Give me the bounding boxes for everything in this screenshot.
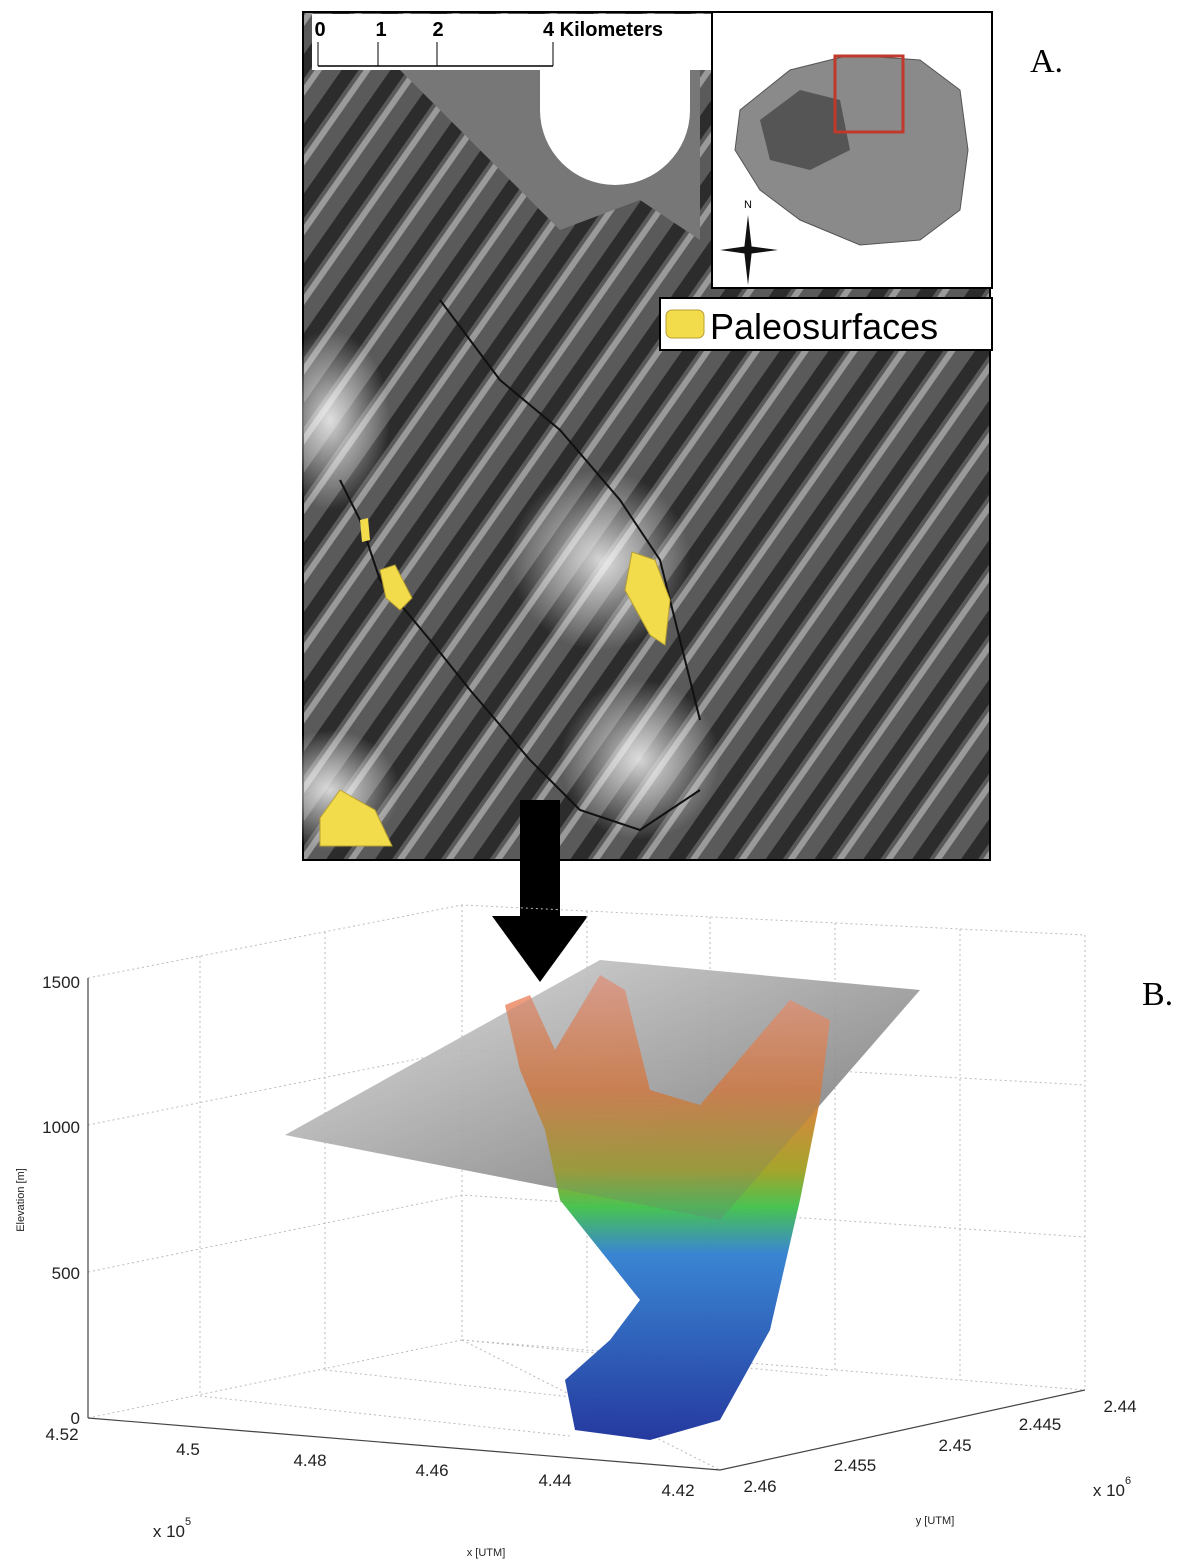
inset-map: N [712,12,992,288]
x-tick-label: 4.44 [538,1471,571,1490]
scale-bar: 0 1 2 4 Kilometers [312,14,712,70]
x-tick-label: 4.48 [293,1451,326,1470]
x-multiplier-exponent: 5 [185,1516,191,1528]
z-axis-title: Elevation [m] [15,1168,27,1232]
x-axis-title: x [UTM] [467,1547,506,1559]
y-axis: 2.46 2.455 2.45 2.445 2.44 x 106 y [UTM] [743,1397,1136,1527]
arrow-head [492,916,588,982]
scale-label: 1 [375,19,386,41]
x-multiplier: x 105 [153,1516,191,1541]
scale-label: 4 Kilometers [543,19,663,41]
y-tick-label: 2.45 [938,1436,971,1455]
scale-label: 0 [314,19,325,41]
legend: Paleosurfaces [660,298,992,350]
figure: 0 1 2 4 Kilometers N Paleosurfaces A. [0,0,1182,1563]
y-multiplier-exponent: 6 [1125,1475,1131,1487]
y-tick-label: 2.455 [834,1456,877,1475]
y-multiplier-base: x 10 [1093,1481,1125,1500]
z-axis: 1500 1000 500 0 Elevation [m] [15,973,80,1428]
y-tick-label: 2.46 [743,1477,776,1496]
y-tick-label: 2.445 [1019,1415,1062,1434]
north-label: N [744,199,752,211]
z-tick-label: 500 [52,1264,80,1283]
arrow-shaft [520,800,560,918]
x-tick-label: 4.42 [661,1481,694,1500]
x-tick-label: 4.5 [176,1440,200,1459]
surface-plot: 1500 1000 500 0 Elevation [m] 4.52 4.5 4… [15,905,1173,1559]
scale-label: 2 [432,19,443,41]
legend-swatch [666,310,704,338]
x-axis: 4.52 4.5 4.48 4.46 4.44 4.42 x 105 x [UT… [45,1425,694,1559]
x-tick-label: 4.46 [415,1461,448,1480]
y-multiplier: x 106 [1093,1475,1131,1500]
y-tick-label: 2.44 [1103,1397,1136,1416]
z-tick-label: 1500 [42,973,80,992]
plane-overlay [285,960,920,1220]
z-tick-label: 1000 [42,1118,80,1137]
panel-label: B. [1142,976,1173,1013]
y-axis-title: y [UTM] [916,1515,955,1527]
x-multiplier-base: x 10 [153,1522,185,1541]
highlight [270,330,390,510]
panel-label: A. [1030,43,1063,80]
legend-label: Paleosurfaces [710,306,938,347]
map-panel: 0 1 2 4 Kilometers N Paleosurfaces A. [260,12,1063,860]
x-tick-label: 4.52 [45,1425,78,1444]
